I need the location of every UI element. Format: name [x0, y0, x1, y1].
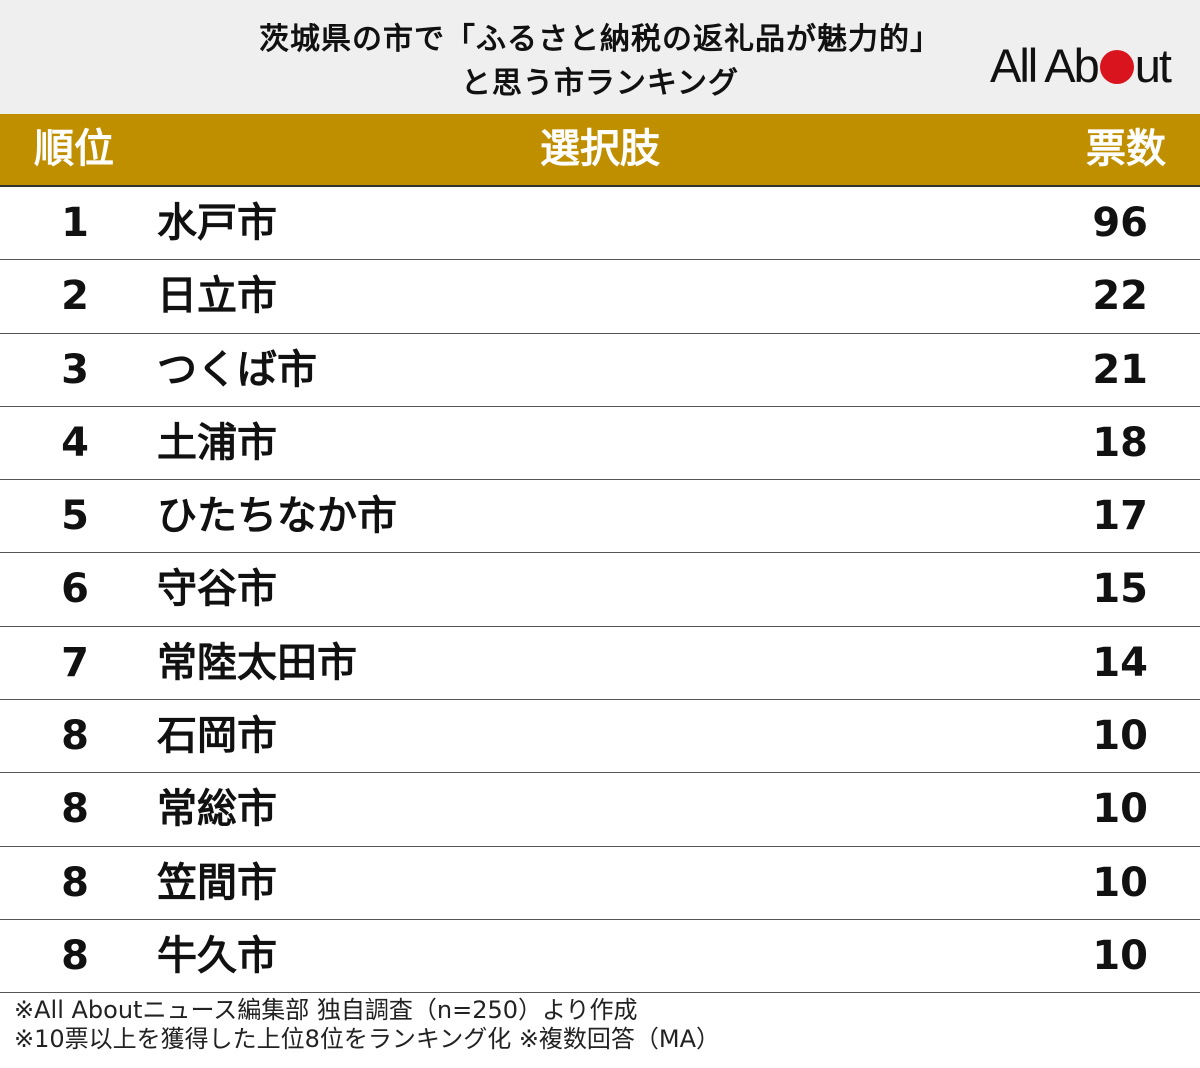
- table-row: 8 牛久市 10: [0, 920, 1200, 994]
- votes-cell: 10: [1092, 932, 1148, 979]
- rank-cell: 4: [61, 419, 89, 466]
- votes-cell: 17: [1092, 493, 1148, 540]
- choice-cell: 笠間市: [157, 859, 277, 906]
- choice-cell: 常総市: [157, 786, 277, 833]
- title-line-1: 茨城県の市で「ふるさと納税の返礼品が魅力的」: [259, 22, 941, 57]
- rank-cell: 8: [61, 786, 89, 833]
- logo-text-all: All: [990, 38, 1038, 92]
- choice-cell: ひたちなか市: [157, 493, 397, 540]
- table-header: 選択肢 順位 票数: [0, 114, 1200, 187]
- logo-text-ut: ut: [1134, 38, 1172, 92]
- rank-cell: 7: [61, 639, 89, 686]
- choice-cell: 常陸太田市: [157, 639, 357, 686]
- choice-cell: 日立市: [157, 273, 277, 320]
- choice-cell: 守谷市: [157, 566, 277, 613]
- rank-cell: 6: [61, 566, 89, 613]
- rank-cell: 3: [61, 346, 89, 393]
- page-title: 茨城県の市で「ふるさと納税の返礼品が魅力的」 と思う市ランキング: [150, 18, 1050, 106]
- rank-cell: 8: [61, 859, 89, 906]
- table-body: 1 水戸市 96 2 日立市 22 3 つくば市 21 4 土浦市 18 5 ひたちなか市 17 6 守谷市 15…: [0, 187, 1200, 994]
- rank-cell: 8: [61, 713, 89, 760]
- logo-text-ab: Ab: [1044, 38, 1099, 92]
- logo-red-dot-icon: [1099, 50, 1134, 84]
- table-row: 4 土浦市 18: [0, 407, 1200, 481]
- votes-cell: 21: [1092, 346, 1148, 393]
- votes-cell: 18: [1092, 419, 1148, 466]
- title-band: 茨城県の市で「ふるさと納税の返礼品が魅力的」 と思う市ランキング All Ab ut: [0, 0, 1200, 114]
- footer-note-method: ※10票以上を獲得した上位8位をランキング化 ※複数回答（MA）: [14, 1025, 721, 1053]
- table-row: 2 日立市 22: [0, 260, 1200, 334]
- votes-cell: 10: [1092, 859, 1148, 906]
- table-row: 1 水戸市 96: [0, 187, 1200, 261]
- title-line-2: と思う市ランキング: [460, 66, 740, 101]
- footer-note-source: ※All Aboutニュース編集部 独自調査（n=250）より作成: [14, 996, 638, 1024]
- table-row: 5 ひたちなか市 17: [0, 480, 1200, 554]
- rank-cell: 5: [61, 493, 89, 540]
- votes-cell: 14: [1092, 639, 1148, 686]
- choice-cell: 牛久市: [157, 932, 277, 979]
- votes-cell: 10: [1092, 786, 1148, 833]
- votes-cell: 10: [1092, 713, 1148, 760]
- choice-cell: 土浦市: [157, 419, 277, 466]
- choice-cell: 水戸市: [157, 200, 277, 246]
- all-about-logo: All Ab ut: [990, 38, 1172, 92]
- header-choice: 選択肢: [540, 126, 660, 172]
- votes-cell: 96: [1092, 200, 1148, 246]
- choice-cell: 石岡市: [157, 713, 277, 760]
- header-rank: 順位: [34, 126, 114, 172]
- votes-cell: 15: [1092, 566, 1148, 613]
- table-row: 8 石岡市 10: [0, 700, 1200, 774]
- rank-cell: 1: [61, 200, 89, 246]
- table-row: 8 常総市 10: [0, 773, 1200, 847]
- rank-cell: 8: [61, 932, 89, 979]
- footer-notes: ※All Aboutニュース編集部 独自調査（n=250）より作成 ※10票以上…: [14, 996, 720, 1054]
- rank-cell: 2: [61, 273, 89, 320]
- header-votes: 票数: [1086, 126, 1166, 172]
- table-row: 6 守谷市 15: [0, 553, 1200, 627]
- choice-cell: つくば市: [157, 346, 317, 393]
- table-row: 3 つくば市 21: [0, 334, 1200, 407]
- table-row: 8 笠間市 10: [0, 847, 1200, 920]
- votes-cell: 22: [1092, 273, 1148, 320]
- table-row: 7 常陸太田市 14: [0, 627, 1200, 701]
